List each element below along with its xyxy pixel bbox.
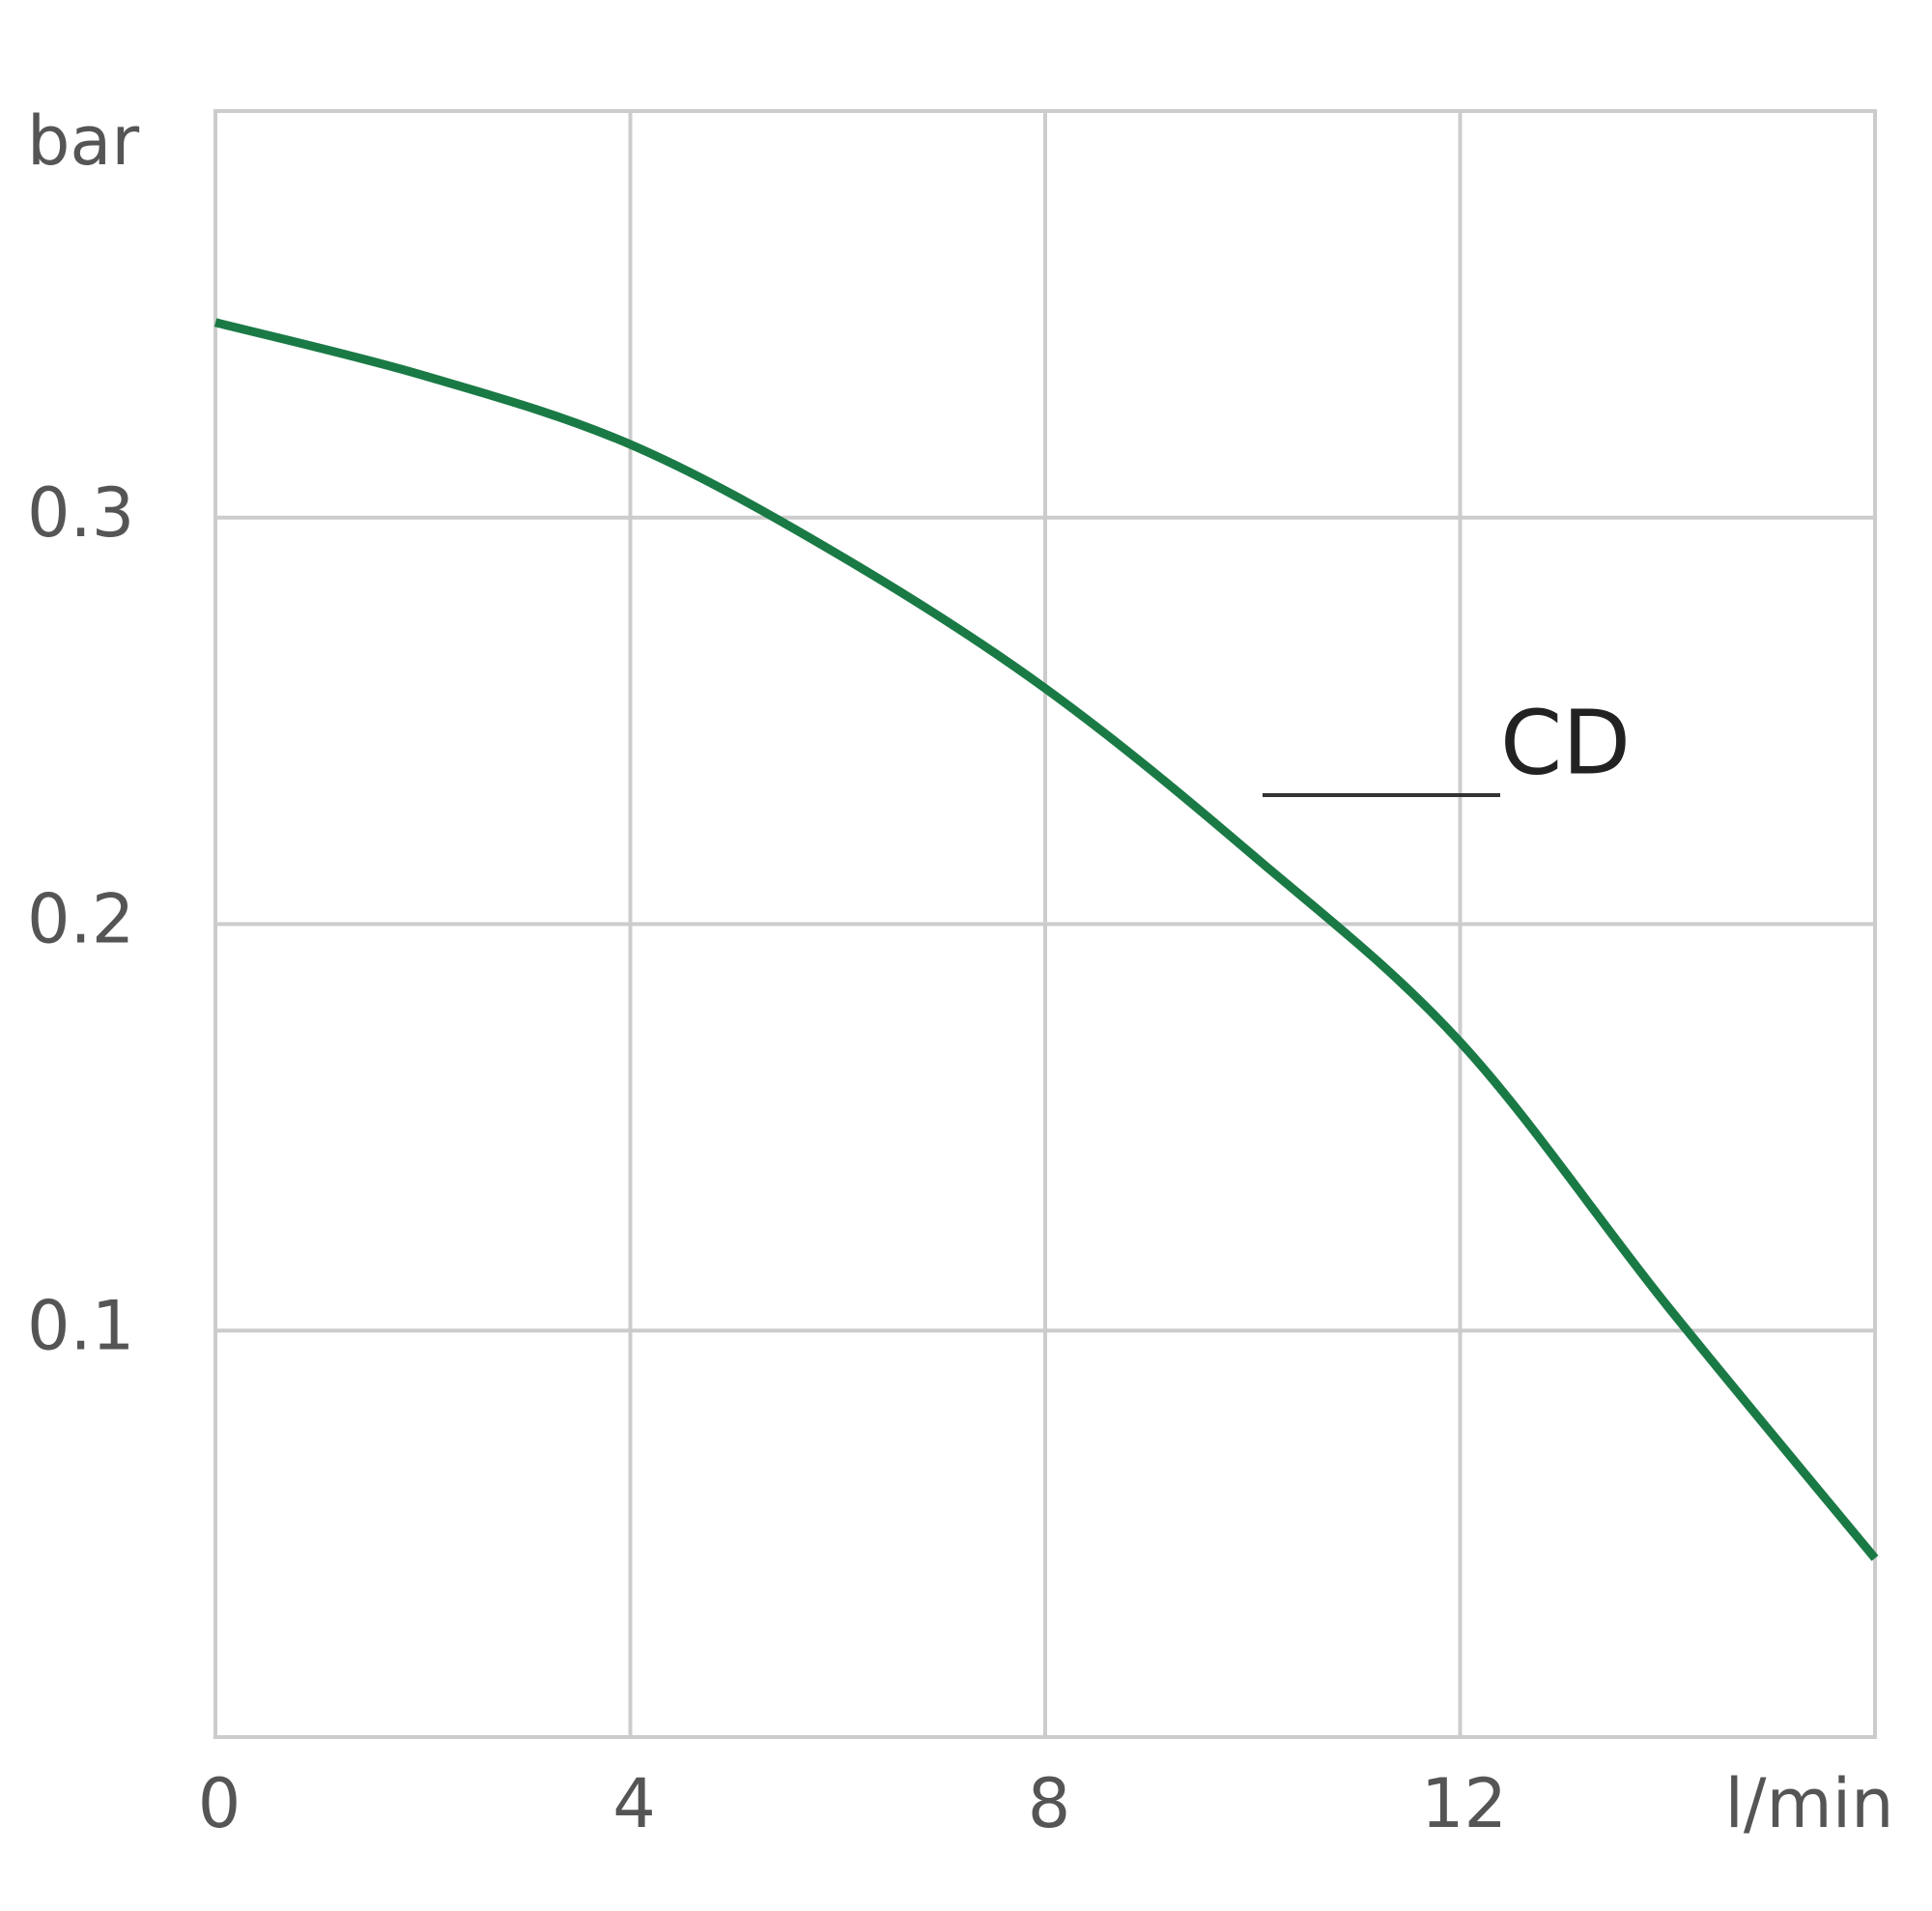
x-tick-label: 12 bbox=[1421, 1764, 1507, 1843]
y-tick-label: 0.2 bbox=[27, 880, 134, 959]
x-tick-label: 0 bbox=[198, 1764, 242, 1843]
x-tick-label: 8 bbox=[1028, 1764, 1071, 1843]
series-line bbox=[213, 318, 1879, 1561]
y-tick-label: 0.1 bbox=[27, 1286, 134, 1365]
series-label: CD bbox=[1500, 691, 1631, 794]
y-axis-label: bar bbox=[27, 101, 139, 181]
y-tick-label: 0.3 bbox=[27, 473, 134, 553]
x-tick-label: 4 bbox=[612, 1764, 656, 1843]
x-axis-label: l/min bbox=[1724, 1764, 1893, 1843]
